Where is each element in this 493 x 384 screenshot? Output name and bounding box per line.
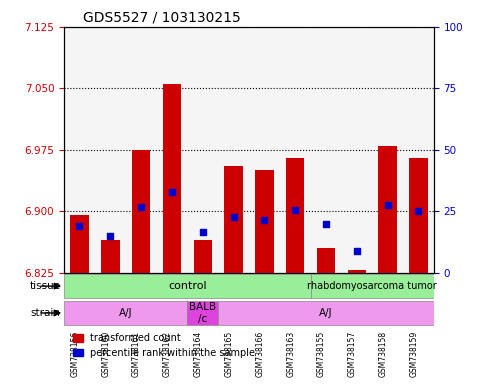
Text: A/J: A/J [319,308,333,318]
Point [291,207,299,213]
Point [75,223,83,229]
Text: A/J: A/J [119,308,133,318]
Point [384,202,391,208]
Bar [101,240,119,273]
Point [106,233,114,239]
Text: GDS5527 / 103130215: GDS5527 / 103130215 [83,10,240,24]
Bar [255,170,274,273]
Bar [409,158,427,273]
Point [137,204,145,210]
Text: GSM738165: GSM738165 [224,330,234,377]
Text: strain: strain [31,308,61,318]
Point [353,248,361,255]
Text: GSM738162: GSM738162 [163,330,172,377]
Text: GSM738164: GSM738164 [194,330,203,377]
FancyBboxPatch shape [64,301,187,325]
Point [230,214,238,220]
Text: BALB
/c: BALB /c [189,302,216,324]
Text: GSM738158: GSM738158 [379,330,387,377]
Legend: transformed count, percentile rank within the sample: transformed count, percentile rank withi… [69,329,259,362]
FancyBboxPatch shape [64,274,311,298]
Bar [317,248,335,273]
Text: GSM738157: GSM738157 [348,330,357,377]
Bar [163,84,181,273]
FancyBboxPatch shape [311,274,434,298]
Point [322,221,330,227]
Text: GSM738159: GSM738159 [409,330,419,377]
Point [415,208,423,214]
Text: control: control [168,281,207,291]
Text: GSM738155: GSM738155 [317,330,326,377]
Bar [224,166,243,273]
Bar [286,158,305,273]
Text: GSM738161: GSM738161 [132,330,141,377]
Point [168,189,176,195]
Bar [193,240,212,273]
Bar [132,150,150,273]
Text: GSM738156: GSM738156 [70,330,79,377]
Text: tissue: tissue [29,281,61,291]
Text: GSM738160: GSM738160 [101,330,110,377]
Point [260,217,268,223]
Bar [378,146,397,273]
FancyBboxPatch shape [187,301,218,325]
Text: GSM738166: GSM738166 [255,330,264,377]
Text: rhabdomyosarcoma tumor: rhabdomyosarcoma tumor [307,281,437,291]
Bar [70,215,89,273]
Text: GSM738163: GSM738163 [286,330,295,377]
Bar [348,270,366,273]
FancyBboxPatch shape [218,301,434,325]
Point [199,228,207,235]
